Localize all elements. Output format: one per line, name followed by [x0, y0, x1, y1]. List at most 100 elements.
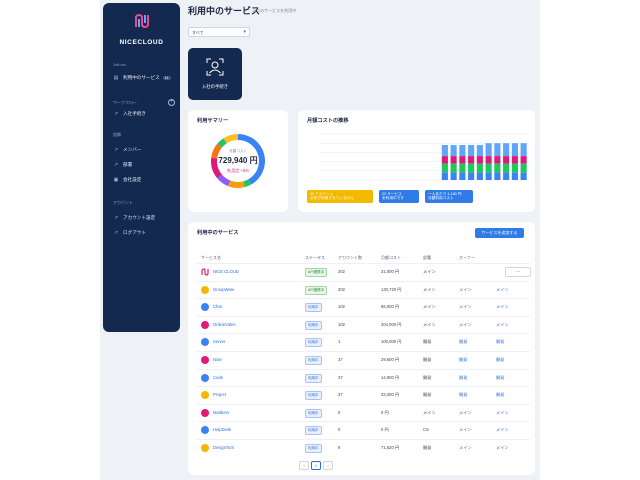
department: CS [423, 427, 429, 433]
account-count: 37 [338, 392, 343, 398]
link-icon: ↗ [113, 111, 119, 117]
service-name-link[interactable]: HelpDesk [213, 427, 232, 433]
logo[interactable]: NICECLOUD [103, 13, 180, 46]
sidebar-item-logout[interactable]: ↗ ログアウト [113, 230, 146, 236]
filter-value: すべて [192, 30, 204, 35]
sidebar-item-account-settings[interactable]: ↗ アカウント設定 [113, 215, 155, 221]
department: メイン [423, 409, 436, 415]
bar-segment-pink [520, 156, 527, 164]
status-badge: 利用中 [305, 303, 322, 313]
bar-segment-green [485, 163, 492, 173]
action-link[interactable]: メイン [496, 286, 509, 292]
bar-segment-pink [441, 156, 448, 164]
pagination-next[interactable]: › [323, 461, 333, 470]
donut-slice [243, 179, 252, 188]
status-badge: API連携中 [305, 285, 328, 295]
service-name-link[interactable]: OnlineVideo [213, 321, 236, 327]
col-header-name: サービス名 [201, 255, 221, 260]
action-link[interactable]: メイン [496, 445, 509, 450]
owner-link[interactable]: 開発 [459, 339, 468, 345]
table-row[interactable]: Code 利用中 37 14,800 円 開発 開発 開発 [197, 368, 530, 386]
account-count: 37 [338, 374, 343, 380]
service-name-link[interactable]: MailServ [213, 409, 230, 415]
sidebar-item-services[interactable]: ▤ 利用中のサービス 11 [113, 75, 171, 81]
table-row[interactable]: OnlineVideo 利用中 102 204,000 円 メイン メイン メイン [197, 315, 530, 333]
action-link[interactable]: メイン [496, 321, 509, 327]
service-name-link[interactable]: Note [213, 357, 222, 362]
bar-segment-blue [468, 172, 475, 180]
service-name-link[interactable]: DesignTool [213, 445, 234, 450]
donut-slice [211, 143, 222, 159]
table-row[interactable]: GroupWare API連携中 202 130,720 円 メイン メイン メイン [197, 280, 530, 298]
department: 開発 [423, 339, 432, 345]
owner-link[interactable]: 開発 [459, 374, 468, 380]
action-link[interactable]: メイン [496, 427, 509, 433]
owner-link[interactable]: メイン [459, 304, 472, 310]
filter-select[interactable]: すべて ▾ [188, 27, 250, 37]
department: メイン [423, 269, 436, 274]
service-name-link[interactable]: Project [213, 392, 227, 398]
more-options-button[interactable]: ... [505, 267, 531, 277]
table-row[interactable]: Server 利用中 1 100,000 円 開発 開発 開発 [197, 333, 530, 350]
donut-slice [217, 174, 231, 187]
table-row[interactable]: HelpDesk 利用中 0 0 円 CS メイン メイン [197, 421, 530, 438]
table-row[interactable]: Chat 利用中 102 66,000 円 メイン メイン メイン [197, 298, 530, 315]
owner-link[interactable]: メイン [459, 321, 472, 327]
department: メイン [423, 321, 436, 327]
service-name-link[interactable]: Code [213, 374, 224, 380]
add-service-button[interactable]: サービスを追加する [475, 228, 524, 238]
owner-link[interactable]: 開発 [459, 392, 468, 398]
pagination-page[interactable]: 1 [311, 461, 321, 470]
table-row[interactable]: Note 利用中 37 29,600 円 開発 開発 開発 [197, 351, 530, 368]
account-count: 37 [338, 357, 343, 362]
service-name-link[interactable]: NICE CLOUD [213, 269, 239, 274]
monthly-cost: 29,600 円 [381, 357, 400, 362]
owner-link[interactable]: メイン [459, 445, 472, 450]
link-icon: ↗ [113, 230, 119, 236]
process-card-label: 入社の手続き [201, 84, 229, 89]
action-link[interactable]: メイン [496, 304, 509, 310]
owner-link[interactable]: メイン [459, 286, 472, 292]
owner-link[interactable]: メイン [459, 427, 472, 433]
sidebar-item-company-settings[interactable]: ▣ 会社設定 [113, 177, 142, 183]
stat-services[interactable]: 22 サービス を利用中です [379, 190, 419, 203]
status-badge: 利用中 [305, 356, 322, 365]
add-workflow-icon[interactable]: + [168, 99, 175, 106]
monthly-cost-trend: 先月比 +5% [226, 168, 250, 173]
action-link[interactable]: 開発 [496, 339, 505, 345]
donut-slice [217, 138, 227, 148]
stat-unused-accounts[interactable]: 20 アカウント が未だ利用されていません [307, 190, 373, 203]
sidebar-item-departments[interactable]: ↗ 部署 [113, 162, 132, 168]
monthly-cost-total: 729,940 円 [218, 156, 258, 165]
action-link[interactable]: 開発 [496, 374, 505, 380]
owner-link[interactable]: 開発 [459, 357, 468, 362]
link-icon: ↗ [113, 147, 119, 153]
action-link[interactable]: メイン [496, 409, 509, 415]
department: 開発 [423, 357, 432, 362]
bar-segment-lightblue [503, 143, 510, 157]
action-link[interactable]: 開発 [496, 357, 505, 362]
owner-link[interactable]: メイン [459, 409, 472, 415]
sidebar-item-label: メンバー [123, 147, 142, 152]
service-name-link[interactable]: Chat [213, 304, 222, 310]
monthly-cost: 204,000 円 [381, 321, 402, 327]
onboarding-process-card[interactable]: 入社の手続き [188, 48, 242, 100]
sidebar-item-onboarding[interactable]: ↗ 入社手続き [113, 111, 146, 117]
action-link[interactable]: 開発 [496, 392, 505, 398]
table-row[interactable]: Project 利用中 37 33,300 円 開発 開発 開発 [197, 386, 530, 403]
sidebar-item-members[interactable]: ↗ メンバー [113, 147, 142, 153]
sidebar-item-label: 入社手続き [123, 111, 146, 116]
pagination-prev[interactable]: ‹ [299, 461, 309, 470]
table-row[interactable]: DesignTool 利用中 9 71,620 円 開発 メイン メイン [197, 439, 530, 456]
service-logo-icon [201, 373, 209, 382]
service-name-link[interactable]: Server [213, 339, 226, 345]
table-row[interactable]: MailServ 利用中 0 0 円 メイン メイン メイン [197, 403, 530, 421]
stat-cost-per-user[interactable]: 一人あたり 1,150 円 月額利用コスト [425, 190, 473, 203]
table-row[interactable]: NICE CLOUD API連携中 202 31,000 円 メイン... [197, 263, 531, 280]
service-name-link[interactable]: GroupWare [213, 286, 235, 292]
service-logo-icon [201, 338, 209, 347]
bar-segment-lightblue [450, 145, 457, 157]
stat-line1: 20 アカウント [310, 192, 334, 196]
bar-segment-blue [511, 172, 518, 180]
services-card: 利用中のサービス サービスを追加する サービス名 ステータス アカウント数 月額… [188, 222, 535, 475]
